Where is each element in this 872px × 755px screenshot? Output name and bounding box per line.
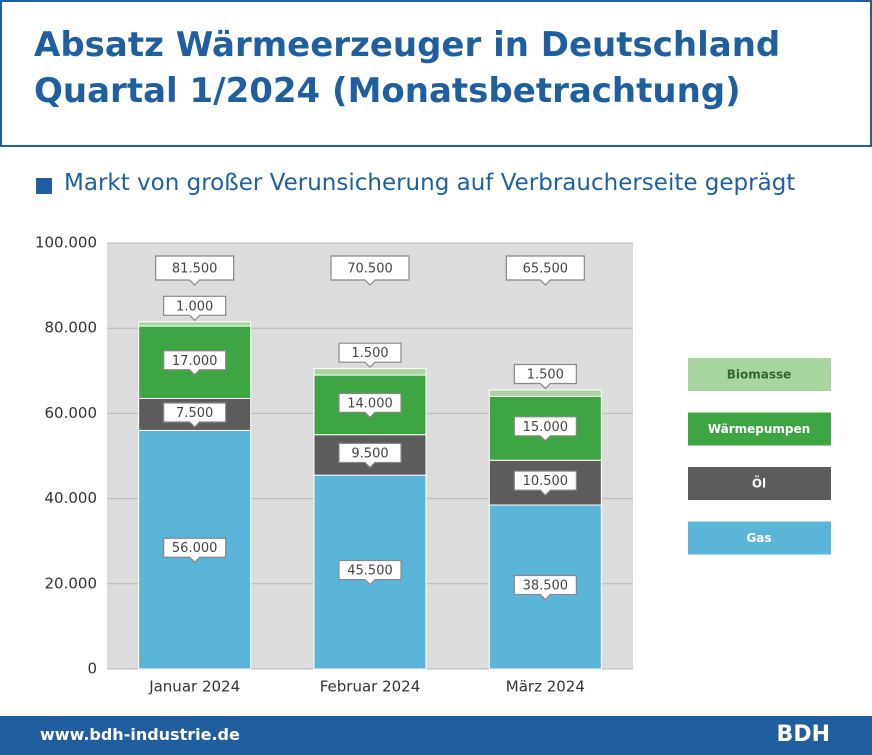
- value-label: 1.500: [527, 367, 564, 382]
- legend-label: Gas: [746, 531, 771, 545]
- value-label-box: [163, 537, 227, 564]
- footer-brand: BDH: [776, 722, 830, 747]
- chart-title: Absatz Wärmeerzeuger in Deutschland Quar…: [34, 25, 781, 111]
- value-label: 14.000: [347, 396, 393, 411]
- value-label-box: [513, 470, 577, 496]
- y-tick-label: 80.000: [45, 319, 98, 337]
- bar-segment: [313, 474, 427, 670]
- bullet: [36, 178, 52, 194]
- value-label: 1.000: [176, 299, 213, 314]
- header: [0, 0, 872, 147]
- legend-label: Öl: [752, 476, 766, 491]
- y-tick-label: 100.000: [35, 234, 97, 252]
- bar-segment: [138, 321, 252, 327]
- legend-swatch: [688, 467, 831, 500]
- value-label: 45.500: [347, 564, 393, 579]
- value-label-box: [513, 363, 577, 390]
- legend-label: Wärmepumpen: [708, 422, 810, 436]
- x-tick-label: Februar 2024: [320, 678, 421, 696]
- value-label: 56.000: [172, 541, 218, 556]
- value-label: 10.500: [523, 474, 569, 489]
- y-tick-label: 0: [87, 660, 97, 678]
- value-label-box: [163, 402, 227, 428]
- legend-swatch: [688, 358, 831, 391]
- footer: www.bdh-industrie.de BDH: [0, 716, 872, 755]
- bar-segment: [313, 368, 427, 376]
- legend-label: Biomasse: [727, 368, 792, 382]
- y-tick-label: 40.000: [45, 489, 98, 507]
- value-label-box: [338, 392, 402, 419]
- value-label: 9.500: [351, 446, 388, 461]
- bar-segment: [488, 389, 602, 397]
- total-label-box: [505, 255, 585, 286]
- value-label: 38.500: [523, 578, 569, 593]
- total-label: 81.500: [172, 262, 218, 277]
- value-label-box: [338, 559, 402, 586]
- value-label: 17.000: [172, 354, 218, 369]
- y-tick-label: 20.000: [45, 574, 98, 592]
- value-label-box: [513, 416, 577, 442]
- value-label: 15.000: [523, 420, 569, 435]
- value-label-box: [338, 342, 402, 369]
- y-tick-label: 60.000: [45, 404, 98, 422]
- value-label-box: [163, 350, 227, 376]
- x-tick-label: März 2024: [506, 678, 585, 696]
- total-label: 65.500: [523, 262, 569, 277]
- legend-swatch: [688, 521, 831, 555]
- value-label: 1.500: [351, 346, 388, 361]
- value-label: 7.500: [176, 406, 213, 421]
- total-label: 70.500: [347, 262, 393, 277]
- total-label-box: [330, 255, 410, 286]
- x-tick-label: Januar 2024: [148, 678, 240, 696]
- value-label-box: [163, 295, 227, 322]
- chart-subtitle: Markt von großer Verunsicherung auf Verb…: [64, 170, 796, 196]
- value-label-box: [338, 442, 402, 469]
- footer-url: www.bdh-industrie.de: [40, 725, 240, 744]
- total-label-box: [155, 255, 235, 286]
- value-label-box: [513, 574, 577, 601]
- chart: 0 20.000 40.000 60.000 80.000 100.000 Januar 2…: [35, 234, 831, 696]
- legend-swatch: [688, 412, 831, 446]
